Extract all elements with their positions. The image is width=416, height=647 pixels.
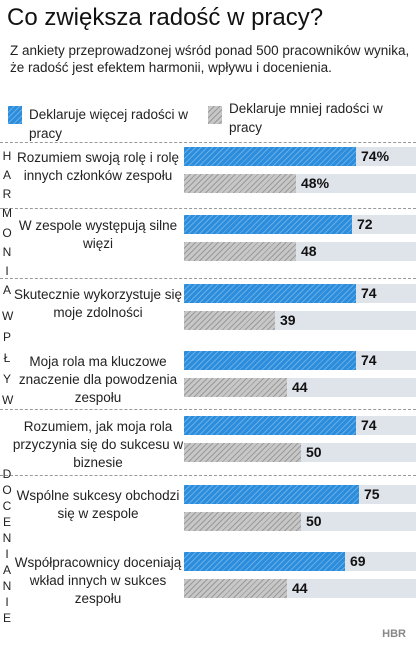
- chart-title: Co zwiększa radość w pracy?: [7, 4, 324, 31]
- bar-more-joy: [184, 485, 359, 504]
- data-label: 50: [306, 513, 322, 529]
- group-label-letter: M: [2, 206, 12, 221]
- legend-label-less: Deklaruje mniej radości w pracy: [229, 101, 383, 135]
- group-label-letter: Y: [2, 372, 11, 386]
- brand-logo: HBR: [382, 628, 406, 640]
- data-label: 74: [361, 285, 377, 301]
- category-label: Wspólne sukcesy obchodzi się w zespole: [16, 488, 180, 521]
- category-label: Moja rola ma kluczowe znaczenie dla powo…: [18, 354, 178, 405]
- group-label-letter: A: [2, 168, 11, 183]
- group-divider: [0, 475, 416, 476]
- group-label-letter: H: [2, 149, 12, 163]
- bar-less-joy: [184, 579, 287, 598]
- data-label: 72: [357, 216, 373, 232]
- category-label: W zespole występują silne więzi: [18, 218, 178, 251]
- bar-more-joy: [184, 147, 356, 166]
- legend-swatch-less: [208, 106, 222, 124]
- category-label: Rozumiem swoją rolę i rolę innych członk…: [16, 150, 180, 183]
- data-label: 48: [301, 243, 317, 259]
- group-label-letter: W: [2, 393, 14, 407]
- group-divider: [0, 278, 416, 279]
- legend-swatch-more: [8, 106, 22, 124]
- category-label: Rozumiem, jak moja rola przyczynia się d…: [12, 419, 184, 470]
- group-label-letter: A: [2, 563, 11, 577]
- data-label: 48%: [301, 175, 330, 191]
- data-label: 75: [364, 486, 380, 502]
- data-label: 69: [350, 553, 366, 569]
- bar-less-joy: [184, 242, 296, 261]
- group-label-letter: N: [2, 579, 12, 593]
- bar-less-joy: [184, 311, 275, 330]
- group-label-letter: E: [2, 515, 11, 529]
- group-divider: [0, 208, 416, 209]
- group-label-letter: N: [2, 244, 12, 259]
- data-label: 39: [280, 312, 296, 328]
- bar-more-joy: [184, 416, 356, 435]
- bar-less-joy: [184, 378, 287, 397]
- bar-more-joy: [184, 284, 356, 303]
- group-label-letter: O: [2, 225, 12, 240]
- group-label-letter: N: [2, 531, 12, 545]
- group-label-letter: I: [5, 263, 9, 278]
- group-label-letter: I: [5, 595, 9, 609]
- group-label-letter: Ł: [3, 351, 11, 365]
- bar-more-joy: [184, 215, 352, 234]
- data-label: 50: [306, 444, 322, 460]
- group-label-letter: C: [2, 499, 12, 513]
- data-label: 44: [292, 580, 308, 596]
- chart-subtitle: Z ankiety przeprowadzonej wśród ponad 50…: [10, 43, 410, 75]
- data-label: 74%: [361, 148, 390, 164]
- group-label-letter: E: [2, 611, 11, 625]
- bar-more-joy: [184, 351, 356, 370]
- data-label: 74: [361, 417, 377, 433]
- bar-less-joy: [184, 512, 301, 531]
- group-label-letter: A: [2, 283, 11, 297]
- bar-more-joy: [184, 552, 345, 571]
- group-label-letter: D: [2, 467, 12, 481]
- group-label-letter: R: [2, 187, 12, 202]
- group-label-letter: O: [2, 483, 12, 497]
- group-label-letter: I: [5, 547, 9, 561]
- legend-label-more: Deklaruje więcej radości w pracy: [29, 107, 189, 141]
- data-label: 44: [292, 379, 308, 395]
- category-label: Skutecznie wykorzystuje się moje zdolnoś…: [13, 287, 183, 320]
- category-label: Współpracownicy doceniają wkład innych w…: [14, 555, 182, 606]
- group-label-letter: P: [2, 330, 11, 344]
- group-divider: [0, 409, 416, 410]
- group-label-letter: W: [2, 309, 14, 323]
- bar-less-joy: [184, 174, 296, 193]
- data-label: 74: [361, 352, 377, 368]
- group-divider: [0, 142, 416, 143]
- bar-less-joy: [184, 443, 301, 462]
